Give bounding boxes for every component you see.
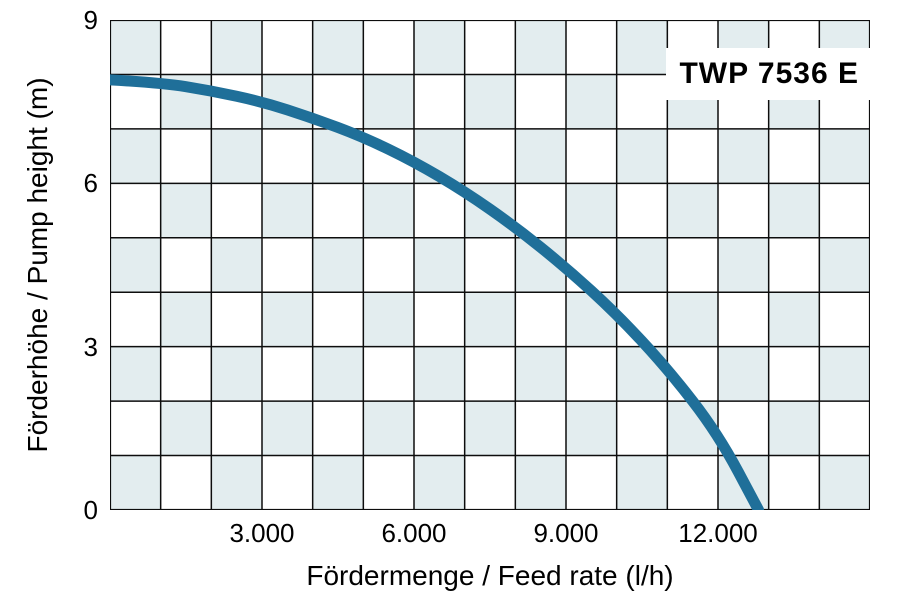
x-tick: 3.000 <box>222 518 302 549</box>
y-tick: 6 <box>84 168 98 199</box>
y-tick: 9 <box>84 5 98 36</box>
x-tick: 9.000 <box>526 518 606 549</box>
pump-curve-chart: Förderhöhe / Pump height (m) Fördermenge… <box>0 0 900 600</box>
x-tick: 6.000 <box>374 518 454 549</box>
x-axis-label: Fördermenge / Feed rate (l/h) <box>110 560 870 592</box>
y-axis-label: Förderhöhe / Pump height (m) <box>22 77 54 452</box>
y-tick: 0 <box>84 495 98 526</box>
y-tick: 3 <box>84 332 98 363</box>
x-tick: 12.000 <box>678 518 758 549</box>
model-label-box: TWP 7536 E <box>666 48 872 100</box>
